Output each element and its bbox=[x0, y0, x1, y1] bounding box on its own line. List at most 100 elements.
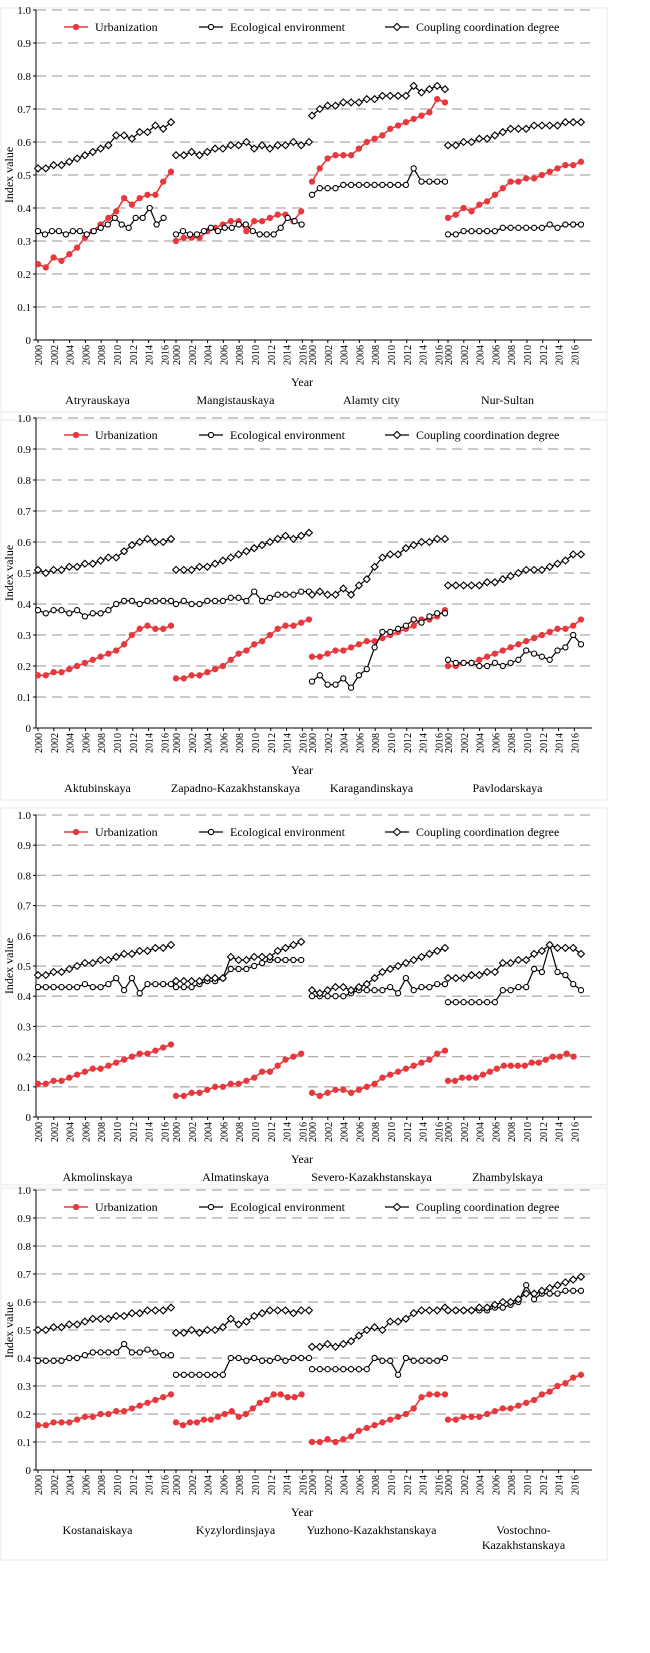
series-line-urban bbox=[38, 1043, 172, 1085]
point-ccd bbox=[401, 1314, 411, 1323]
point-eco bbox=[324, 993, 331, 1000]
x-tick-label: 2010 bbox=[251, 345, 262, 365]
point-urban bbox=[73, 244, 81, 251]
point-ccd bbox=[210, 1325, 220, 1335]
point-urban bbox=[186, 1419, 194, 1426]
x-tick-label: 2010 bbox=[387, 733, 398, 753]
point-ccd bbox=[104, 955, 113, 965]
point-urban bbox=[81, 659, 89, 667]
point-eco bbox=[570, 221, 577, 228]
point-ccd bbox=[226, 553, 235, 562]
point-eco bbox=[577, 1287, 585, 1294]
point-ccd bbox=[467, 581, 476, 590]
point-urban bbox=[486, 1068, 494, 1075]
chart-panel-4: 0 0.1 0.2 0.3 0.4 0.5 0.6 0.7 0.8 0.9 1.0 Index val… bbox=[0, 1184, 608, 1561]
point-eco bbox=[468, 659, 475, 667]
point-ccd bbox=[451, 1306, 460, 1315]
y-tick-label: 0.9 bbox=[17, 1213, 31, 1225]
point-eco bbox=[34, 983, 42, 991]
point-urban bbox=[410, 1062, 417, 1069]
point-eco bbox=[538, 968, 546, 976]
point-eco bbox=[211, 597, 219, 605]
point-ccd bbox=[88, 958, 97, 968]
point-urban bbox=[73, 1071, 81, 1078]
point-urban bbox=[546, 1388, 553, 1395]
point-ccd bbox=[482, 967, 492, 977]
point-urban bbox=[160, 1044, 167, 1051]
point-eco bbox=[266, 1357, 274, 1364]
point-urban bbox=[251, 1074, 258, 1081]
point-eco bbox=[97, 224, 104, 231]
point-urban bbox=[50, 669, 57, 676]
x-tick-label: 2010 bbox=[387, 1475, 398, 1495]
point-urban bbox=[221, 1410, 228, 1418]
point-urban bbox=[258, 1068, 266, 1075]
point-ccd bbox=[307, 590, 317, 599]
x-tick-label: 2006 bbox=[491, 345, 502, 365]
point-eco bbox=[204, 1371, 211, 1378]
point-urban bbox=[452, 211, 459, 218]
x-tick-label: 2016 bbox=[434, 1475, 445, 1495]
legend-entry-ccd: Coupling coordination degree bbox=[385, 20, 559, 34]
region-name: Karagandinskaya bbox=[330, 781, 414, 795]
point-urban bbox=[521, 1062, 528, 1069]
series-line-urban bbox=[312, 609, 446, 658]
point-eco bbox=[305, 1354, 313, 1362]
x-tick-label: 2016 bbox=[160, 1475, 171, 1495]
point-urban bbox=[120, 1408, 128, 1415]
point-urban bbox=[483, 653, 491, 660]
point-ccd bbox=[401, 958, 411, 968]
region-name: Almatinskaya bbox=[202, 1170, 269, 1184]
x-tick-label: 2012 bbox=[403, 733, 414, 753]
point-eco bbox=[251, 588, 258, 595]
point-eco bbox=[468, 999, 475, 1006]
y-tick-label: 0.1 bbox=[17, 692, 31, 704]
x-tick-label: 2000 bbox=[172, 1475, 183, 1495]
point-urban bbox=[316, 1092, 323, 1100]
x-tick-label: 2006 bbox=[491, 733, 502, 753]
point-eco bbox=[89, 983, 96, 991]
point-ccd bbox=[459, 973, 468, 983]
point-urban bbox=[89, 1413, 96, 1420]
point-ccd bbox=[522, 565, 531, 575]
point-ccd bbox=[112, 553, 121, 562]
x-tick-label: 2008 bbox=[507, 1122, 518, 1142]
point-urban bbox=[577, 1371, 585, 1378]
x-tick-label: 2000 bbox=[34, 733, 45, 753]
x-tick-label: 2008 bbox=[507, 1475, 518, 1495]
series-line-urban bbox=[311, 1049, 446, 1097]
x-tick-label: 2012 bbox=[403, 1122, 414, 1142]
point-eco bbox=[167, 1352, 175, 1359]
point-urban bbox=[136, 625, 143, 632]
point-urban bbox=[160, 1394, 167, 1401]
point-eco bbox=[258, 597, 266, 605]
point-urban bbox=[468, 208, 475, 215]
point-eco bbox=[324, 681, 331, 688]
point-ccd bbox=[393, 961, 403, 971]
point-ccd bbox=[297, 141, 306, 150]
point-urban bbox=[167, 1041, 175, 1048]
x-tick-label: 2002 bbox=[460, 1122, 471, 1142]
panel-border bbox=[0, 1184, 608, 1561]
x-tick-label: 2006 bbox=[81, 733, 92, 753]
point-ccd bbox=[545, 562, 554, 571]
point-ccd bbox=[159, 537, 168, 547]
point-urban bbox=[42, 1080, 49, 1087]
point-ccd bbox=[362, 1325, 371, 1335]
point-eco bbox=[363, 181, 370, 189]
point-eco bbox=[452, 999, 459, 1006]
point-eco bbox=[243, 1357, 250, 1364]
point-urban bbox=[562, 161, 569, 169]
point-ccd bbox=[33, 1325, 43, 1335]
x-tick-label: 2016 bbox=[434, 1122, 445, 1142]
region-2: Severo-Kazakhstanskaya bbox=[307, 943, 450, 1184]
point-urban bbox=[34, 672, 42, 679]
point-ccd bbox=[331, 590, 340, 599]
region-name: Aktubinskaya bbox=[64, 781, 131, 795]
point-eco bbox=[507, 224, 514, 231]
point-ccd bbox=[143, 534, 152, 544]
series-line-urban bbox=[38, 1393, 172, 1426]
point-ccd bbox=[393, 1317, 403, 1326]
x-tick-label: 2010 bbox=[113, 733, 124, 753]
x-tick-label: 2008 bbox=[235, 1475, 246, 1495]
